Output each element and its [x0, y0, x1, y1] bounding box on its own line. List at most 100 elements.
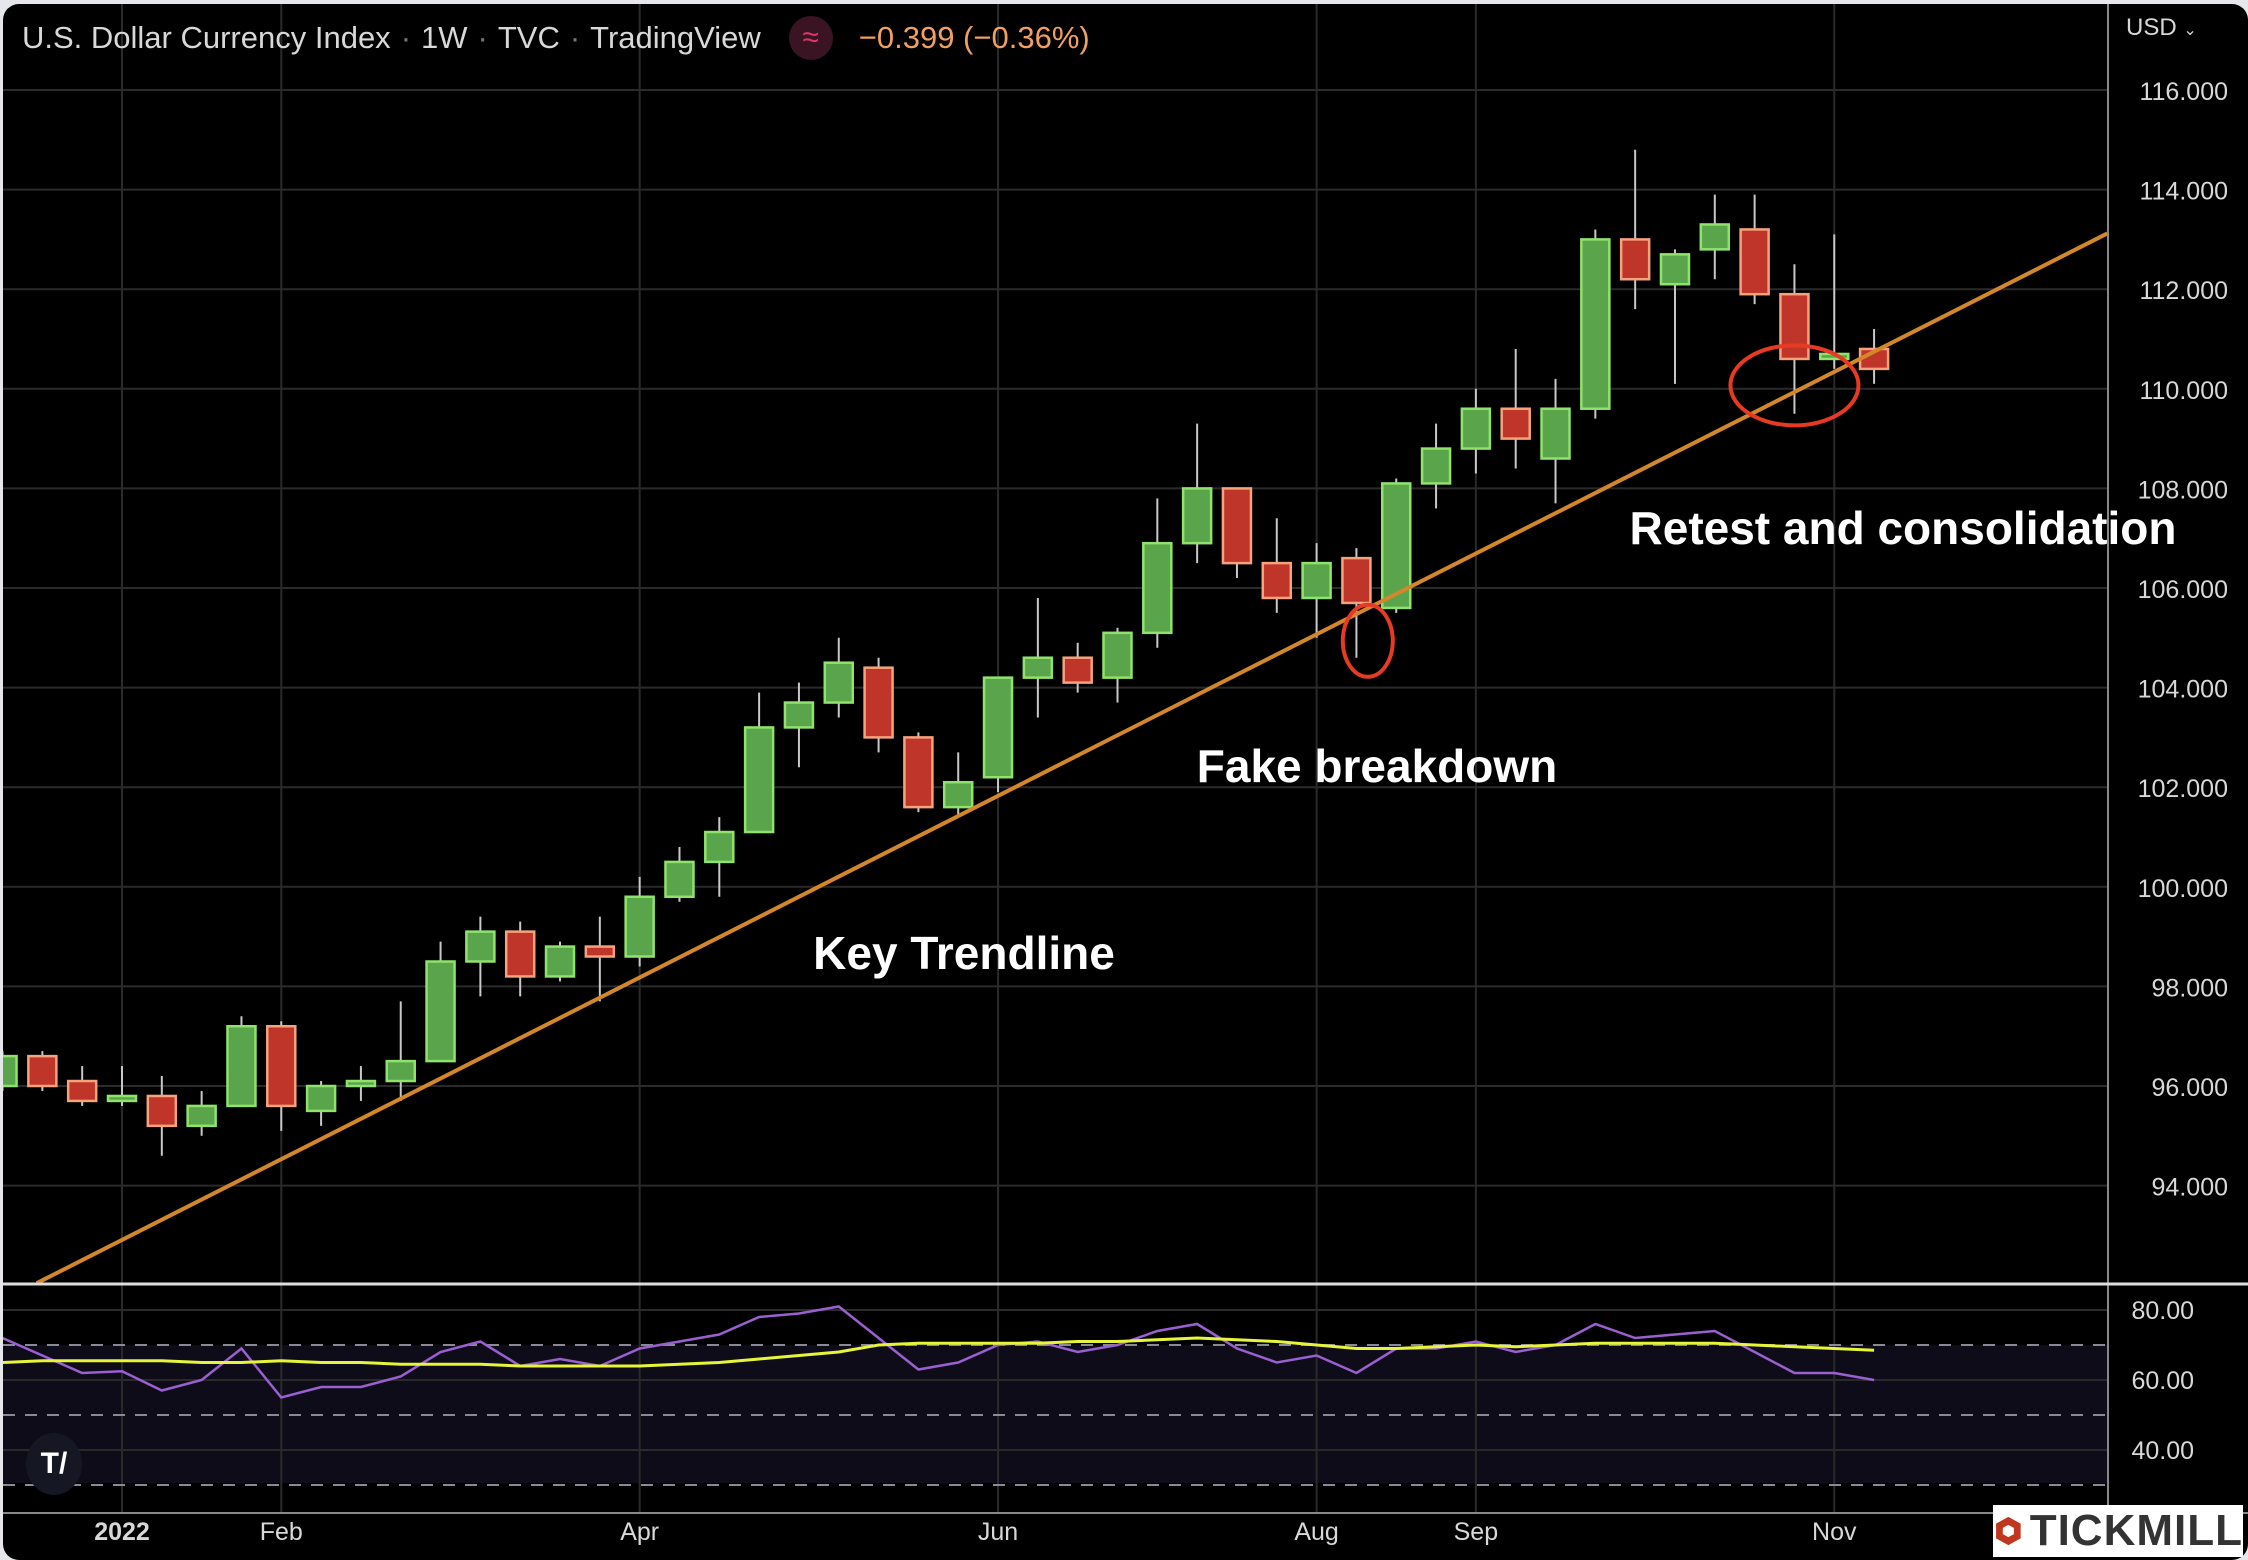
chevron-down-icon: ⌄: [2183, 22, 2197, 39]
price-tick-label: 104.000: [2138, 676, 2228, 704]
candle-down: [1739, 228, 1770, 296]
chart-background: [3, 4, 2248, 1560]
candle-up: [1420, 447, 1452, 485]
candle-up: [345, 1079, 377, 1088]
separator: ·: [569, 20, 581, 55]
candle-up: [1022, 656, 1054, 679]
candle-up: [982, 676, 1014, 779]
price-tick-label: 102.000: [2138, 775, 2228, 803]
separator: ·: [400, 20, 412, 55]
candle-up: [1580, 238, 1611, 410]
candle-up: [305, 1084, 337, 1113]
candle-up: [3, 1054, 18, 1088]
time-tick-label: Apr: [620, 1518, 659, 1546]
candle-up: [1142, 541, 1173, 635]
rsi-ma-line: [3, 1336, 1875, 1368]
rsi-axis: 40.00 60.00 80.00: [2131, 1297, 2194, 1465]
time-tick-label: Feb: [260, 1518, 303, 1546]
interval[interactable]: 1W: [421, 20, 468, 55]
time-tick-label: Sep: [1454, 1518, 1498, 1546]
exchange: TVC: [497, 20, 560, 55]
candle-up: [385, 1059, 416, 1083]
candle-up: [1659, 253, 1691, 286]
candle-up: [226, 1024, 257, 1108]
candle-down: [266, 1024, 297, 1108]
candle-up: [942, 780, 974, 809]
annotation-fake-breakdown: Fake breakdown: [1196, 740, 1558, 792]
candle-up: [465, 930, 496, 963]
candle-down: [1221, 487, 1253, 565]
annotation-retest: Retest and consolidation: [1629, 502, 2177, 554]
candle-up: [624, 895, 655, 958]
candle-down: [504, 930, 536, 978]
candle-down: [863, 666, 894, 739]
highlight-ellipse: [1340, 602, 1395, 679]
time-tick-label: Jun: [978, 1518, 1018, 1546]
candle-up: [425, 960, 456, 1063]
candle-up: [1102, 631, 1133, 679]
time-tick-label: Aug: [1294, 1518, 1338, 1546]
time-tick-label: Nov: [1812, 1518, 1857, 1546]
candle-up: [1699, 223, 1731, 251]
candle-up: [783, 701, 815, 729]
candle-up: [664, 860, 695, 899]
price-tick-label: 106.000: [2138, 576, 2228, 604]
rsi-band: [3, 1345, 2108, 1483]
annotation-key-trendline: Key Trendline: [813, 927, 1115, 979]
rsi-tick-label: 40.00: [2131, 1437, 2194, 1465]
trendline: [35, 231, 2108, 1283]
candle-down: [903, 736, 934, 809]
time-axis[interactable]: 2022 Feb Apr Jun Aug Sep Nov: [94, 1518, 1857, 1546]
price-tick-label: 110.000: [2139, 377, 2228, 405]
candle-up: [106, 1094, 138, 1103]
time-tick-label: 2022: [94, 1518, 150, 1546]
candle-down: [1261, 561, 1293, 600]
rsi-tick-label: 80.00: [2131, 1297, 2194, 1325]
highlight-ellipse: [1728, 343, 1861, 428]
price-axis[interactable]: 94.000 96.000 98.000 100.000 102.000 104.000 1…: [2138, 78, 2228, 1202]
candle-up: [823, 661, 855, 704]
tickmill-wordmark: TICKMILL: [2029, 1506, 2243, 1555]
candle-down: [584, 945, 616, 958]
currency-label: USD: [2126, 14, 2177, 41]
symbol-name[interactable]: U.S. Dollar Currency Index: [22, 20, 391, 55]
rsi-line: [3, 1305, 1875, 1399]
candle-up: [544, 945, 576, 978]
candle-up: [704, 830, 735, 864]
price-change: −0.399 (−0.36%): [858, 20, 1090, 55]
candle-down: [146, 1094, 178, 1128]
currency-selector[interactable]: USD ⌄: [2126, 14, 2197, 42]
rsi-tick-label: 60.00: [2131, 1367, 2194, 1395]
price-tick-label: 98.000: [2152, 974, 2228, 1002]
tradingview-logo[interactable]: T/: [26, 1433, 82, 1495]
tickmill-hexagon-icon: [1996, 1516, 2021, 1546]
candle-down: [1619, 238, 1651, 281]
drawings: [35, 231, 2108, 1283]
price-tick-label: 94.000: [2152, 1174, 2228, 1202]
candle-down: [1779, 292, 1810, 361]
grid: [3, 4, 2108, 1513]
candle-down: [27, 1054, 58, 1088]
candle-up: [1540, 407, 1571, 460]
candle-down: [1341, 556, 1372, 605]
price-tick-label: 114.000: [2139, 178, 2228, 206]
candle-down: [66, 1079, 98, 1103]
price-tick-label: 96.000: [2152, 1074, 2228, 1102]
price-tick-label: 108.000: [2138, 476, 2228, 504]
candle-up: [743, 726, 775, 834]
candle-down: [1500, 407, 1531, 440]
price-tick-label: 100.000: [2138, 875, 2228, 903]
separator: ·: [477, 20, 488, 55]
approx-wave-icon[interactable]: ≈: [788, 16, 833, 60]
price-tick-label: 112.000: [2139, 277, 2228, 305]
candles: [3, 149, 1890, 1156]
candle-up: [186, 1104, 217, 1128]
candle-up: [1460, 407, 1492, 450]
candle-up: [1181, 487, 1213, 545]
chart-legend: U.S. Dollar Currency Index · 1W · TVC · …: [22, 16, 1090, 60]
rsi-pane: [3, 1305, 1875, 1399]
price-tick-label: 116.000: [2139, 78, 2228, 106]
candle-down: [1062, 656, 1093, 684]
source: TradingView: [590, 20, 761, 55]
